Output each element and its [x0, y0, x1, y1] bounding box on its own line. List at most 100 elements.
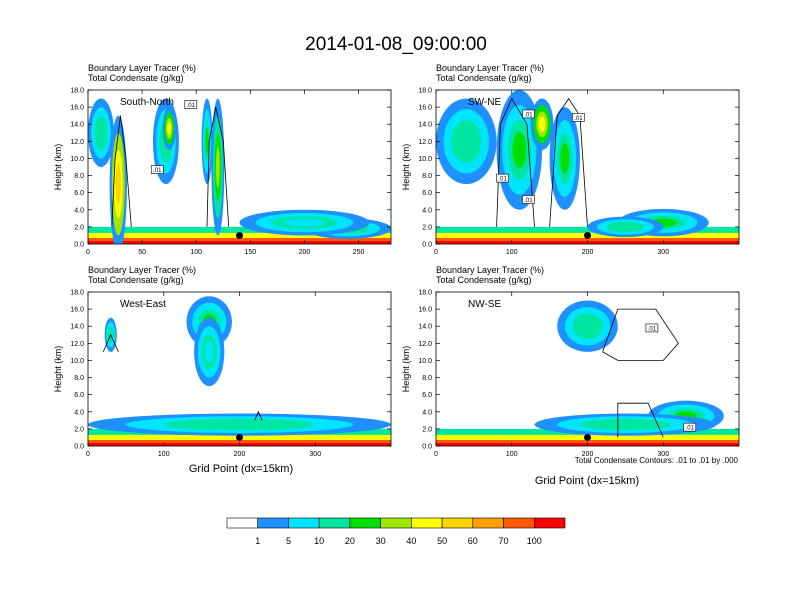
y-tick-label: 0.0 [74, 444, 84, 451]
x-tick-label: 300 [309, 451, 321, 458]
contour-label: .01 [498, 177, 507, 183]
y-tick-label: 8.0 [74, 375, 84, 382]
panel-header-condensate: Total Condensate (g/kg) [436, 275, 532, 285]
colorbar-swatch [257, 517, 289, 529]
y-tick-label: 2.0 [422, 224, 432, 231]
panel-header-tracer: Boundary Layer Tracer (%) [88, 63, 196, 73]
condensate-contour [254, 410, 263, 421]
panel-subtitle: South-North [120, 97, 174, 108]
x-tick-label: 200 [299, 249, 311, 256]
y-tick-label: 4.0 [422, 207, 432, 214]
colorbar-swatch [441, 517, 474, 529]
y-tick-label: 14.0 [418, 324, 432, 331]
colorbar-swatch [411, 517, 443, 529]
y-tick-label: 14.0 [70, 324, 84, 331]
tracer-blob [560, 143, 570, 174]
condensate-contour [206, 107, 230, 227]
colorbar-label: 50 [437, 536, 447, 546]
y-tick-label: 18.0 [70, 88, 84, 95]
y-tick-label: 16.0 [418, 105, 432, 112]
y-tick-label: 2.0 [74, 224, 84, 231]
location-marker [236, 433, 243, 441]
contour-label: .01 [524, 112, 533, 118]
panel-header-tracer: Boundary Layer Tracer (%) [88, 265, 196, 275]
x-tick-label: 200 [582, 249, 594, 256]
x-tick-label: 250 [353, 249, 365, 256]
condensate-contour [102, 333, 119, 353]
contour-label: .01 [574, 116, 583, 122]
x-tick-label: 300 [657, 451, 669, 458]
colorbar-label: 100 [527, 536, 542, 546]
condensate-contour [602, 308, 679, 361]
y-tick-label: 14.0 [418, 122, 432, 129]
colorbar-label: 5 [286, 536, 291, 546]
y-tick-label: 0.0 [422, 242, 432, 249]
y-tick-label: 4.0 [422, 409, 432, 416]
panel-subtitle: NW-SE [468, 299, 501, 310]
tracer-blob [115, 163, 121, 205]
panel-subtitle: West-East [120, 299, 166, 310]
tracer-blob [204, 341, 214, 363]
y-tick-label: 10.0 [418, 156, 432, 163]
colorbar-label: 70 [499, 536, 509, 546]
y-tick-label: 8.0 [422, 173, 432, 180]
x-tick-label: 200 [234, 451, 246, 458]
x-tick-label: 300 [657, 249, 669, 256]
tracer-blob [97, 122, 105, 144]
colorbar-label: 30 [376, 536, 386, 546]
tracer-blob [194, 421, 285, 428]
contour-label: .01 [153, 168, 162, 174]
figure-title: 2014-01-08_09:00:00 [305, 34, 487, 55]
contour-label-box [496, 173, 509, 183]
x-axis-label-left: Grid Point (dx=15km) [189, 463, 293, 475]
x-axis-label-right: Grid Point (dx=15km) [535, 475, 639, 487]
y-tick-label: 6.0 [74, 392, 84, 399]
colorbar-swatch [472, 517, 504, 529]
y-axis-label: Height (km) [401, 346, 411, 393]
location-marker [584, 231, 591, 239]
colorbar: 1 5 10 20 30 40 50 60 70 100 [226, 517, 566, 546]
y-tick-label: 0.0 [422, 444, 432, 451]
contour-label: .01 [187, 103, 196, 109]
contour-label-box [150, 165, 164, 174]
colorbar-label: 40 [406, 536, 416, 546]
x-tick-label: 100 [506, 249, 518, 256]
condensate-contours: .01 .01 [111, 100, 230, 227]
tracer-blob [167, 122, 172, 135]
tracer-blob [512, 131, 527, 168]
x-tick-label: 0 [434, 451, 438, 458]
panel-header-condensate: Total Condensate (g/kg) [88, 73, 184, 83]
colorbar-swatch [533, 517, 566, 529]
y-tick-label: 12.0 [70, 139, 84, 146]
x-tick-label: 0 [86, 249, 90, 256]
y-tick-label: 8.0 [74, 173, 84, 180]
y-tick-label: 4.0 [74, 207, 84, 214]
y-tick-label: 4.0 [74, 409, 84, 416]
y-tick-label: 16.0 [418, 307, 432, 314]
tracer-field [88, 98, 391, 244]
colorbar-swatch [226, 517, 259, 529]
y-tick-label: 6.0 [422, 190, 432, 197]
y-axis-label: Height (km) [53, 144, 63, 191]
y-tick-label: 10.0 [418, 358, 432, 365]
contour-label-box [683, 422, 697, 432]
contour-label-box [522, 195, 535, 204]
contour-label-box [184, 100, 198, 109]
tracer-blob [457, 128, 476, 155]
y-tick-label: 10.0 [70, 156, 84, 163]
colorbar-label: 10 [314, 536, 324, 546]
contour-note: Total Condensate Contours: .01 to .01 by… [575, 456, 739, 465]
colorbar-swatch [288, 517, 320, 529]
x-tick-label: 150 [244, 249, 256, 256]
condensate-contour [496, 97, 535, 227]
panel-subtitle: SW-NE [468, 97, 501, 108]
boundary-layer-band [88, 241, 391, 244]
contour-label: .01 [648, 326, 657, 332]
tracer-blob [598, 421, 653, 428]
condensate-contour [617, 402, 664, 438]
condensate-contours: .01 .01 [602, 308, 697, 438]
panel-header-tracer: Boundary Layer Tracer (%) [436, 63, 544, 73]
panel-header-tracer: Boundary Layer Tracer (%) [436, 265, 544, 275]
x-tick-label: 50 [138, 249, 146, 256]
